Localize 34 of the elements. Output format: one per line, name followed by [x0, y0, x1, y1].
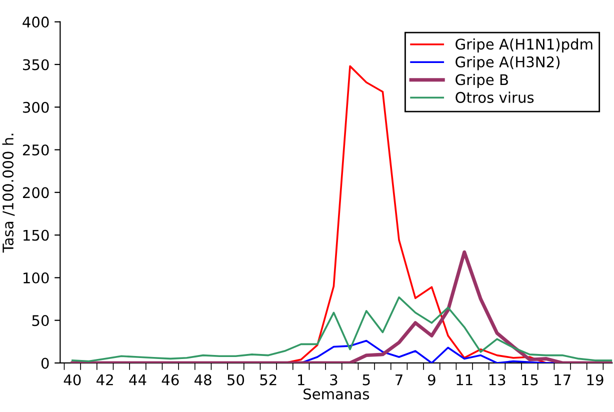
legend-label: Gripe A(H1N1)pdm — [456, 38, 592, 52]
x-tick-label: 11 — [456, 374, 472, 386]
x-tick-label: 52 — [260, 374, 276, 386]
legend-label: Gripe A(H3N2) — [456, 56, 560, 70]
x-tick-label: 7 — [396, 374, 402, 386]
x-tick-label: 15 — [522, 374, 538, 386]
y-axis-title: Tasa /100.000 h. — [2, 134, 15, 253]
y-tick-label: 100 — [24, 272, 49, 284]
y-tick-label: 0 — [41, 358, 49, 369]
x-axis-title: Semanas — [304, 388, 370, 400]
x-tick-label: 42 — [96, 374, 113, 386]
y-tick-label: 350 — [23, 59, 49, 70]
x-tick-label: 44 — [129, 374, 146, 386]
x-tick-label: 50 — [228, 374, 244, 386]
line-series — [72, 296, 612, 362]
y-tick-label: 400 — [22, 16, 49, 28]
x-tick-label: 46 — [162, 374, 179, 386]
y-tick-label: 150 — [24, 230, 49, 241]
x-tick-label: 40 — [64, 374, 81, 386]
x-tick-label: 17 — [554, 374, 570, 386]
x-tick-label: 19 — [587, 374, 604, 386]
y-tick-label: 50 — [32, 315, 49, 326]
y-tick-label: 300 — [23, 102, 49, 113]
legend-label: Gripe B — [456, 74, 508, 88]
x-tick-label: 5 — [362, 374, 370, 386]
x-tick-label: 1 — [298, 374, 304, 386]
x-tick-label: 9 — [428, 374, 436, 386]
line-series — [70, 250, 612, 363]
y-tick-label: 200 — [22, 187, 49, 198]
x-tick-label: 13 — [489, 374, 506, 386]
legend-label: Otros virus — [456, 92, 534, 103]
y-tick-label: 250 — [22, 144, 49, 156]
x-tick-label: 3 — [330, 374, 338, 386]
x-tick-label: 48 — [194, 374, 212, 386]
